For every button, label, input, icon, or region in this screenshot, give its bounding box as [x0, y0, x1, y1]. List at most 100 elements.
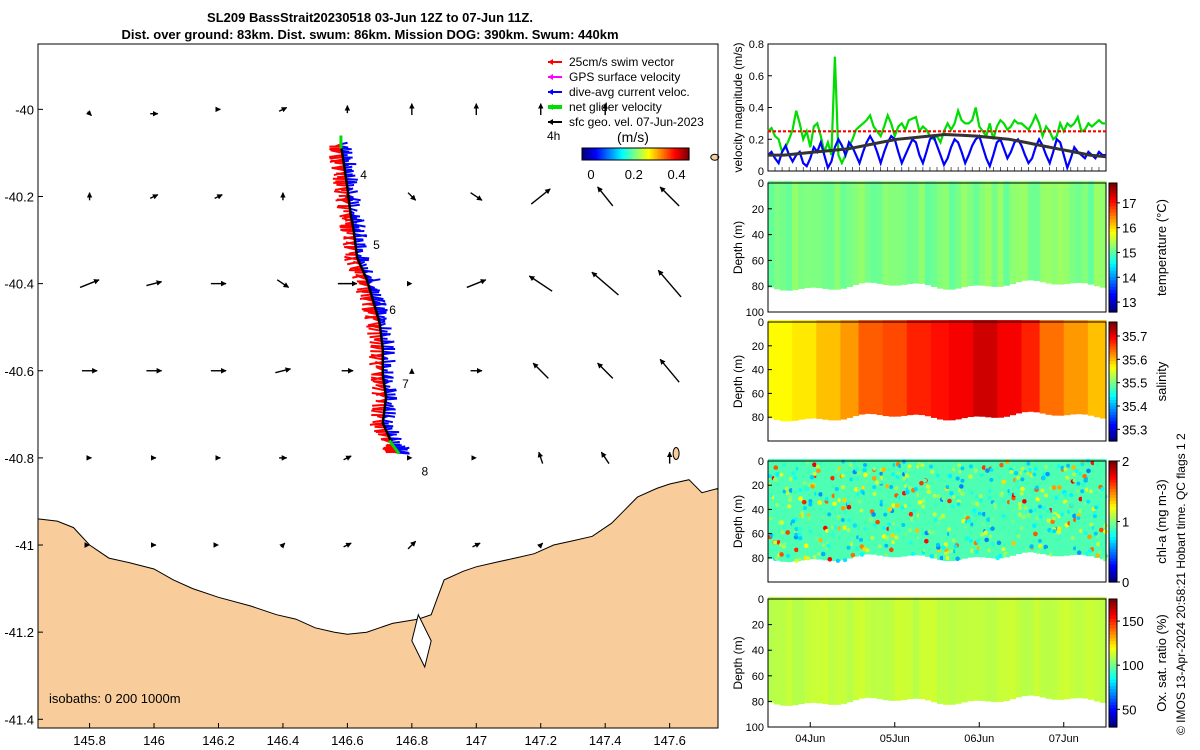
panel-colorbar-cell	[1109, 542, 1117, 547]
chl-point	[936, 520, 941, 526]
depth-tick-label: 60	[752, 671, 764, 683]
panel-colorbar-cell	[1109, 322, 1117, 326]
panel-colorbar-cell	[1109, 228, 1117, 232]
chl-point	[903, 503, 908, 508]
chl-point	[891, 472, 896, 477]
panel-colorbar-cell	[1109, 241, 1117, 245]
chl-point	[1082, 473, 1087, 479]
panel-colorbar-tick-label: 35.5	[1122, 376, 1147, 391]
chl-point	[921, 504, 926, 509]
panel-colorbar-tick-label: 150	[1122, 614, 1144, 629]
current-vector	[382, 345, 394, 349]
chl-point	[862, 467, 867, 473]
swim-vector	[373, 380, 385, 385]
data-column	[997, 320, 1004, 418]
colorbar-cell	[671, 148, 674, 160]
data-column	[955, 459, 962, 561]
chl-point	[1081, 482, 1086, 487]
current-vector	[385, 397, 398, 401]
chl-point	[911, 551, 916, 556]
panel-colorbar-cell	[1109, 351, 1117, 356]
chl-point	[979, 473, 984, 478]
chl-point	[858, 464, 864, 470]
chl-point	[906, 502, 912, 508]
panel-colorbar-cell	[1109, 488, 1117, 492]
chl-point	[1056, 526, 1062, 532]
chl-point	[1078, 537, 1083, 543]
chl-point	[1027, 467, 1032, 472]
data-column	[924, 320, 932, 417]
colorbar-cell	[669, 148, 672, 160]
data-column	[1027, 459, 1035, 553]
chl-point	[935, 542, 940, 547]
chl-point	[812, 462, 817, 467]
chl-point	[1100, 487, 1105, 492]
geo-vector	[537, 451, 544, 464]
data-column	[1057, 181, 1065, 285]
data-column	[1003, 597, 1011, 701]
chl-point	[808, 529, 813, 534]
data-column	[816, 320, 823, 419]
time-tick-label: 04Jun	[795, 733, 825, 745]
panel-colorbar-cell	[1109, 539, 1117, 544]
chl-point	[875, 480, 880, 485]
chl-point	[999, 526, 1004, 531]
data-column	[955, 181, 962, 289]
data-column	[858, 459, 866, 556]
chl-point	[1016, 533, 1021, 538]
chl-point	[841, 485, 846, 490]
panel-colorbar-cell	[1109, 308, 1117, 313]
data-column	[804, 459, 811, 560]
panel-colorbar-cell	[1109, 637, 1117, 642]
chl-point	[990, 526, 995, 531]
chl-point	[826, 543, 831, 549]
swim-vector	[329, 156, 343, 160]
chl-point	[1021, 514, 1026, 520]
data-column	[1027, 597, 1035, 696]
data-column	[1039, 181, 1047, 283]
panel-colorbar-cell	[1109, 384, 1117, 389]
panel-colorbar-cell	[1109, 602, 1117, 606]
data-column	[1075, 320, 1083, 415]
colorbar-tick-label: 0.4	[668, 167, 686, 182]
data-column	[1075, 459, 1083, 555]
panel-colorbar-cell	[1109, 720, 1117, 725]
data-column	[840, 597, 848, 704]
chl-point	[877, 544, 882, 549]
current-vector	[367, 278, 381, 283]
chl-point	[921, 532, 926, 537]
data-column	[774, 597, 781, 705]
depth-ylabel: Depth (m)	[731, 221, 745, 274]
chl-point	[906, 467, 911, 472]
data-column	[1009, 320, 1017, 416]
chl-point	[1076, 550, 1082, 556]
chl-point	[802, 481, 807, 486]
chl-point	[975, 501, 980, 506]
chl-point	[1086, 519, 1091, 524]
colorbar-cell	[687, 148, 690, 160]
panel-colorbar-cell	[1109, 572, 1117, 577]
chl-point	[1011, 508, 1016, 513]
data-column	[798, 181, 805, 289]
chl-point	[912, 508, 917, 514]
chl-point	[785, 553, 790, 558]
panel-colorbar-cell	[1109, 273, 1117, 278]
colorbar-cell	[640, 148, 644, 160]
data-column	[852, 459, 860, 557]
chl-point	[1029, 460, 1035, 466]
chl-point	[1098, 527, 1104, 533]
chl-point	[872, 466, 877, 471]
chl-point	[901, 523, 906, 528]
chl-point	[990, 541, 996, 546]
chl-point	[846, 493, 851, 498]
chl-point	[1080, 489, 1085, 494]
chl-point	[1096, 502, 1101, 507]
data-column	[918, 597, 926, 700]
chl-point	[972, 512, 977, 517]
panel-colorbar-cell	[1109, 599, 1117, 603]
colorbar-cell	[599, 148, 603, 160]
data-column	[1087, 597, 1095, 700]
panel-colorbar-cell	[1109, 688, 1117, 693]
chl-point	[863, 478, 868, 483]
chl-point	[842, 497, 847, 503]
